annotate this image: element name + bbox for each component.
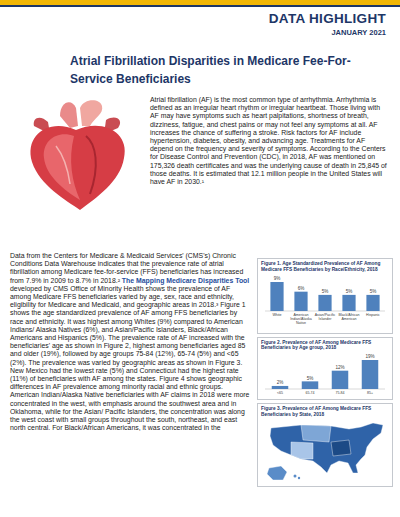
bar — [270, 282, 283, 311]
intro-block: Atrial fibrillation (AF) is the most com… — [10, 96, 390, 216]
us-map — [261, 418, 389, 484]
category-label: White — [272, 313, 281, 317]
body-text: Data from the Centers for Medicare & Med… — [10, 252, 252, 432]
bar-chart: 2% <65 5% 65-74 12% 75-84 19% 85+ — [261, 351, 389, 397]
map-shape — [301, 425, 331, 442]
figure-box: Figure 1. Age Standardized Prevalence of… — [257, 258, 393, 334]
category-label: <65 — [277, 391, 283, 395]
data-label: 2% — [277, 380, 284, 385]
category-label: AmericanIndian/AlaskaNative — [290, 313, 312, 325]
bar — [294, 291, 307, 310]
map-shape — [294, 474, 297, 477]
bar — [272, 386, 289, 389]
bar — [366, 294, 379, 310]
page-body: DATA HIGHLIGHT JANUARY 2021 Atrial Fibrill… — [0, 0, 400, 517]
category-label-line: White — [272, 313, 281, 317]
labels: 9% White 6% AmericanIndian/AlaskaNative 5% As… — [272, 276, 380, 325]
data-label: 12% — [335, 365, 344, 370]
category-label-line: American — [341, 317, 356, 321]
bar — [342, 294, 355, 310]
figure-title: Figure 2. Prevalence of AF Among Medicar… — [261, 340, 389, 352]
figure-box: Figure 3. Prevalence of AF Among Medicar… — [257, 403, 393, 487]
map-shape — [270, 423, 383, 473]
category-label: Black/AfricanAmerican — [339, 313, 360, 321]
category-label-line: 65-74 — [305, 391, 314, 395]
bars — [270, 282, 379, 311]
data-label: 19% — [365, 354, 374, 359]
figure-box: Figure 2. Prevalence of AF Among Medicar… — [257, 337, 393, 401]
bar-chart: 9% White 6% AmericanIndian/AlaskaNative 5% As… — [261, 273, 389, 331]
category-label-line: Native — [296, 321, 306, 325]
category-label: 75-84 — [335, 391, 344, 395]
category-label-line: 85+ — [367, 391, 373, 395]
data-label: 5% — [346, 289, 353, 294]
map-shape — [298, 477, 300, 479]
category-label-line: Hispanic — [366, 313, 380, 317]
title: Atrial Fibrillation Disparities in Medic… — [70, 52, 390, 88]
heart-vessel — [80, 100, 102, 126]
body-text-part: developed by CMS Office of Minority Heal… — [10, 285, 249, 431]
bars — [272, 360, 379, 389]
data-label: 5% — [322, 289, 329, 294]
map-shape — [267, 466, 287, 480]
top-band-navy — [0, 5, 400, 7]
figure-title: Figure 1. Age Standardized Prevalence of… — [261, 261, 389, 273]
category-label: 65-74 — [305, 391, 314, 395]
category-label: Asian/PacificIslander — [315, 313, 336, 321]
heart-vessel — [60, 102, 78, 128]
bar — [318, 294, 331, 310]
figure-column: Figure 1. Age Standardized Prevalence of… — [257, 258, 393, 490]
page: DATA HIGHLIGHT JANUARY 2021 Atrial Fibrill… — [0, 0, 400, 517]
header-date: JANUARY 2021 — [331, 28, 386, 37]
category-label-line: Islander — [319, 317, 333, 321]
data-label: 5% — [307, 376, 314, 381]
heart-illustration — [10, 96, 142, 214]
bar — [332, 371, 349, 389]
heart-line — [86, 136, 96, 194]
bar — [302, 382, 319, 390]
map-shape — [291, 442, 313, 459]
figure-title: Figure 3. Prevalence of AF Among Medicar… — [261, 406, 389, 418]
data-label: 5% — [370, 289, 377, 294]
body-link[interactable]: The Mapping Medicare Disparities Tool — [122, 277, 249, 284]
heart-highlight — [44, 134, 80, 200]
data-label: 6% — [298, 285, 305, 290]
category-label-line: <65 — [277, 391, 283, 395]
header-label: DATA HIGHLIGHT — [269, 11, 386, 26]
bar — [362, 360, 379, 389]
labels: 2% <65 5% 65-74 12% 75-84 19% 85+ — [277, 354, 375, 395]
heart-line — [56, 146, 70, 184]
intro-text: Atrial fibrillation (AF) is the most com… — [150, 96, 387, 185]
data-label: 9% — [274, 276, 281, 281]
category-label-line: 75-84 — [335, 391, 344, 395]
map-shape — [331, 440, 351, 456]
heart-body — [31, 126, 125, 210]
category-label: 85+ — [367, 391, 373, 395]
category-label: Hispanic — [366, 313, 380, 317]
